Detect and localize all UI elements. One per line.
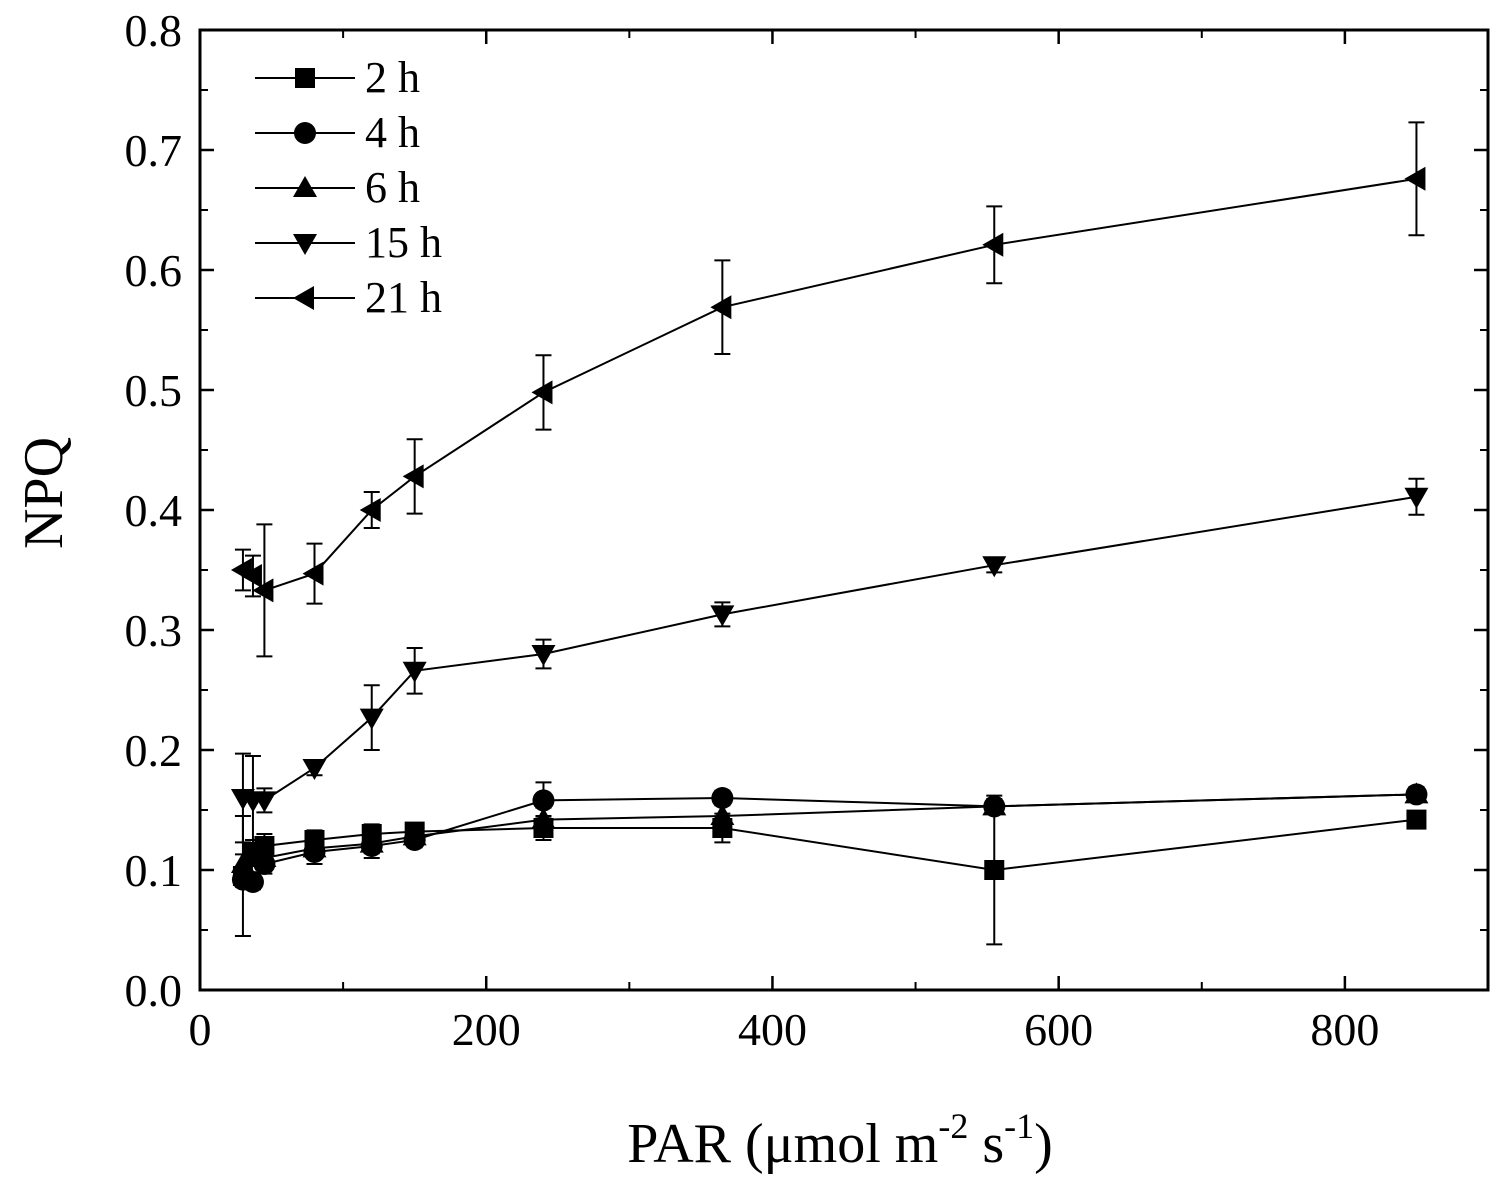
- x-tick-label: 600: [1024, 1004, 1093, 1055]
- y-tick-label: 0.0: [125, 965, 183, 1016]
- legend-entry-15h: 15 h: [255, 218, 442, 267]
- legend-label-2h: 2 h: [365, 53, 420, 102]
- data-point-15h: [402, 661, 427, 683]
- data-point-21h: [982, 232, 1004, 257]
- data-point-15h: [982, 556, 1007, 578]
- axes: 0 200 400 600 800 0.0 0.1 0.2 0.3 0.4 0.5 0.6 0.7 0.8: [125, 5, 1490, 1055]
- y-tick-label: 0.8: [125, 5, 183, 56]
- y-tick-label: 0.4: [125, 485, 183, 536]
- legend-label-4h: 4 h: [365, 108, 420, 157]
- legend-entry-2h: 2 h: [255, 53, 420, 102]
- legend-label-21h: 21 h: [365, 273, 442, 322]
- x-axis-label-main: PAR (μmol m: [627, 1113, 938, 1175]
- data-point-6h: [252, 846, 277, 867]
- legend-entry-4h: 4 h: [255, 108, 420, 157]
- data-point-21h: [531, 380, 553, 405]
- legend-marker-15h: [293, 234, 317, 255]
- data-point-21h: [302, 561, 324, 586]
- x-tick-label: 200: [452, 1004, 521, 1055]
- y-tick-label: 0.1: [125, 845, 183, 896]
- y-axis-label: NPQ: [13, 437, 75, 549]
- data-point-4h: [241, 871, 264, 893]
- series-15h: [230, 477, 1429, 846]
- y-tick-label: 0.5: [125, 365, 183, 416]
- data-point-15h: [710, 605, 735, 627]
- data-point-21h: [710, 295, 732, 320]
- y-tick-label: 0.6: [125, 245, 183, 296]
- data-point-21h: [252, 578, 274, 603]
- data-point-6h: [402, 824, 427, 846]
- series-2h: [232, 794, 1427, 946]
- data-point-6h: [1404, 782, 1429, 804]
- data-point-15h: [531, 645, 556, 666]
- legend-marker-6h: [293, 176, 317, 197]
- x-tick-label: 0: [189, 1004, 212, 1055]
- data-point-15h: [359, 708, 384, 730]
- data-point-6h: [359, 831, 384, 853]
- data-point-2h: [984, 860, 1005, 880]
- data-point-15h: [302, 759, 327, 780]
- legend-label-15h: 15 h: [365, 218, 442, 267]
- x-axis-label-sup-1: -2: [938, 1106, 968, 1146]
- x-axis-label-sup-2: -1: [1004, 1106, 1034, 1146]
- legend-entry-21h: 21 h: [255, 273, 442, 322]
- y-tick-label: 0.3: [125, 605, 183, 656]
- x-axis-label-end: ): [1034, 1113, 1053, 1175]
- data-point-15h: [1404, 487, 1429, 509]
- legend-marker-21h: [293, 286, 314, 310]
- legend-entry-6h: 6 h: [255, 163, 420, 212]
- x-axis-label: PAR (μmol m-2 s-1): [627, 1106, 1053, 1175]
- legend-marker-4h: [294, 122, 316, 144]
- y-tick-label: 0.7: [125, 125, 183, 176]
- data-point-6h: [710, 804, 735, 825]
- x-tick-label: 400: [738, 1004, 807, 1055]
- data-point-21h: [1404, 166, 1426, 191]
- series-6h: [230, 782, 1429, 875]
- data-point-2h: [1406, 809, 1427, 830]
- data-point-6h: [982, 794, 1007, 816]
- legend-label-6h: 6 h: [365, 163, 420, 212]
- y-tick-label: 0.2: [125, 725, 183, 776]
- data-point-21h: [402, 464, 424, 489]
- plot-area: [230, 121, 1429, 946]
- data-point-6h: [302, 836, 327, 858]
- data-point-21h: [240, 564, 262, 588]
- data-point-15h: [252, 791, 277, 813]
- data-point-4h: [532, 789, 555, 812]
- data-point-6h: [531, 807, 556, 829]
- legend: 2 h 4 h 6 h 15 h 21 h: [255, 53, 442, 322]
- x-tick-label: 800: [1310, 1004, 1379, 1055]
- legend-marker-2h: [295, 68, 315, 88]
- data-point-21h: [359, 498, 381, 522]
- x-axis-label-mid: s: [968, 1113, 1004, 1175]
- series-21h: [230, 121, 1426, 658]
